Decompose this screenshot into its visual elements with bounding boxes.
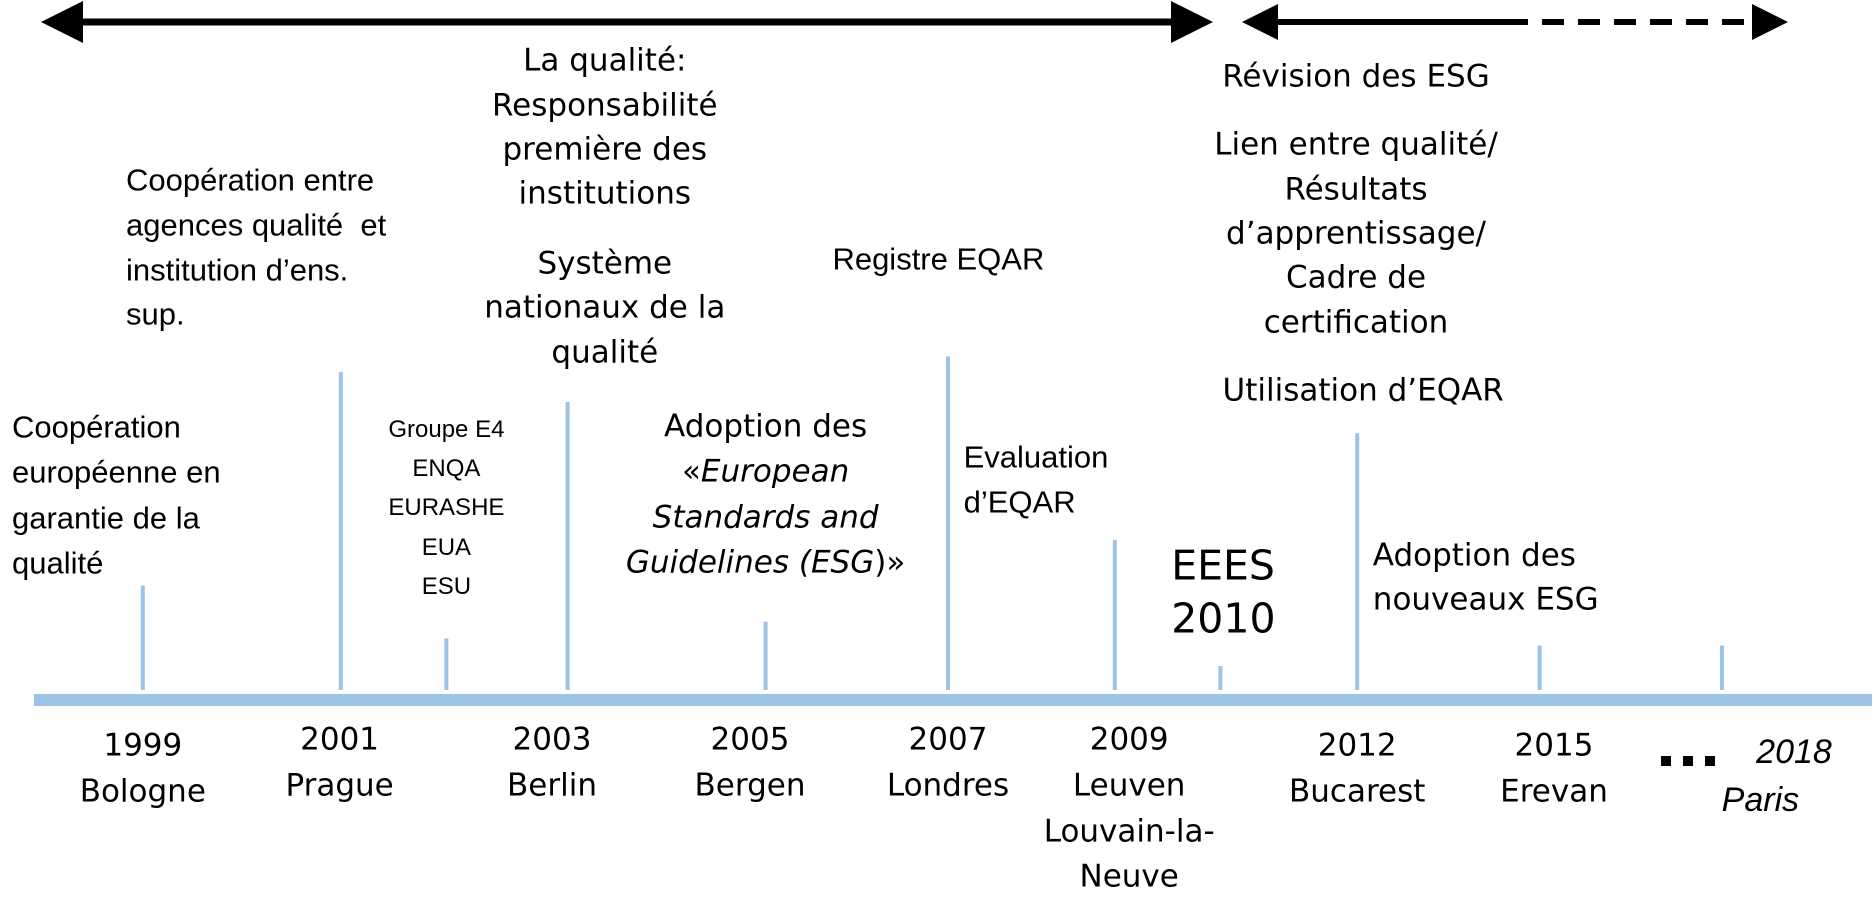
- event-text: ENQA: [412, 454, 481, 482]
- event-text: EEES: [1171, 541, 1275, 590]
- year-label: 2007: [908, 721, 988, 758]
- text-segment: Standards and: [652, 499, 879, 536]
- event-text: sup.: [126, 296, 185, 332]
- event-text: institution d’ens.: [126, 252, 349, 288]
- event-text: Lien entre qualité/: [1214, 126, 1498, 163]
- event-text: La qualité:: [523, 42, 687, 79]
- place-label: Prague: [285, 767, 394, 804]
- event-text: Coopération entre: [126, 162, 375, 198]
- year-label: 2009: [1089, 721, 1169, 758]
- event-text: européenne en: [12, 454, 221, 490]
- event-text: certification: [1263, 304, 1449, 341]
- text-segment: Guidelines (ESG: [625, 544, 875, 581]
- place-label: Paris: [1721, 781, 1800, 820]
- text-segment: «: [681, 453, 701, 490]
- event-text: nationaux de la: [484, 289, 726, 326]
- event-text: Cadre de: [1285, 259, 1427, 296]
- event-text: Standards and: [653, 502, 879, 533]
- event-text: 2010: [1171, 594, 1276, 643]
- year-label: 1999: [103, 727, 183, 764]
- event-text: EURASHE: [388, 494, 505, 522]
- event-text: institutions: [518, 175, 692, 212]
- year-label: 2003: [512, 721, 592, 758]
- event-text: Evaluation: [963, 439, 1109, 475]
- place-label: Bergen: [694, 767, 806, 804]
- event-text: qualité: [12, 545, 104, 581]
- event-text: Adoption des: [1372, 537, 1576, 574]
- event-text: Adoption des: [664, 408, 868, 445]
- event-text: Système: [537, 245, 673, 282]
- ellipsis-dot: [1705, 756, 1715, 766]
- place-label: Neuve: [1079, 858, 1179, 895]
- event-text: d’EQAR: [963, 484, 1076, 520]
- event-text: première des: [502, 131, 708, 168]
- event-text: Coopération: [12, 409, 181, 445]
- event-text: Révision des ESG: [1222, 58, 1490, 95]
- event-text: ESU: [421, 573, 472, 601]
- tick-group: [140, 356, 1724, 690]
- place-label: Erevan: [1500, 773, 1608, 810]
- year-label: 2018: [1756, 733, 1832, 772]
- year-label: 2005: [710, 721, 790, 758]
- ellipsis-dot: [1683, 756, 1693, 766]
- place-label: Berlin: [507, 767, 597, 804]
- text-segment: European: [700, 453, 850, 490]
- event-text: d’apprentissage/: [1226, 215, 1486, 252]
- event-text: «European: [681, 453, 850, 490]
- event-text: Responsabilité: [492, 87, 718, 124]
- place-label: Bologne: [79, 773, 206, 810]
- place-label: Louvain-la-: [1043, 813, 1215, 850]
- event-text: Guidelines (ESG)»: [626, 547, 905, 578]
- event-text: qualité: [551, 334, 659, 371]
- event-text: EUA: [421, 533, 472, 561]
- event-text: garantie de la: [12, 500, 200, 536]
- year-label: 2001: [300, 721, 380, 758]
- place-label: Leuven: [1072, 767, 1186, 804]
- event-text: Résultats: [1284, 171, 1428, 208]
- year-label: 2015: [1514, 727, 1594, 764]
- place-label: Bucarest: [1288, 773, 1426, 810]
- text-segment: )»: [874, 544, 906, 581]
- event-text: agences qualité et: [126, 207, 387, 243]
- event-text: Groupe E4: [388, 415, 505, 443]
- event-text: Registre EQAR: [832, 241, 1045, 277]
- ellipsis-dot: [1661, 756, 1671, 766]
- place-label: Londres: [886, 767, 1010, 804]
- event-text: Utilisation d’EQAR: [1222, 372, 1504, 409]
- event-text: nouveaux ESG: [1372, 581, 1599, 618]
- year-label: 2012: [1317, 727, 1397, 764]
